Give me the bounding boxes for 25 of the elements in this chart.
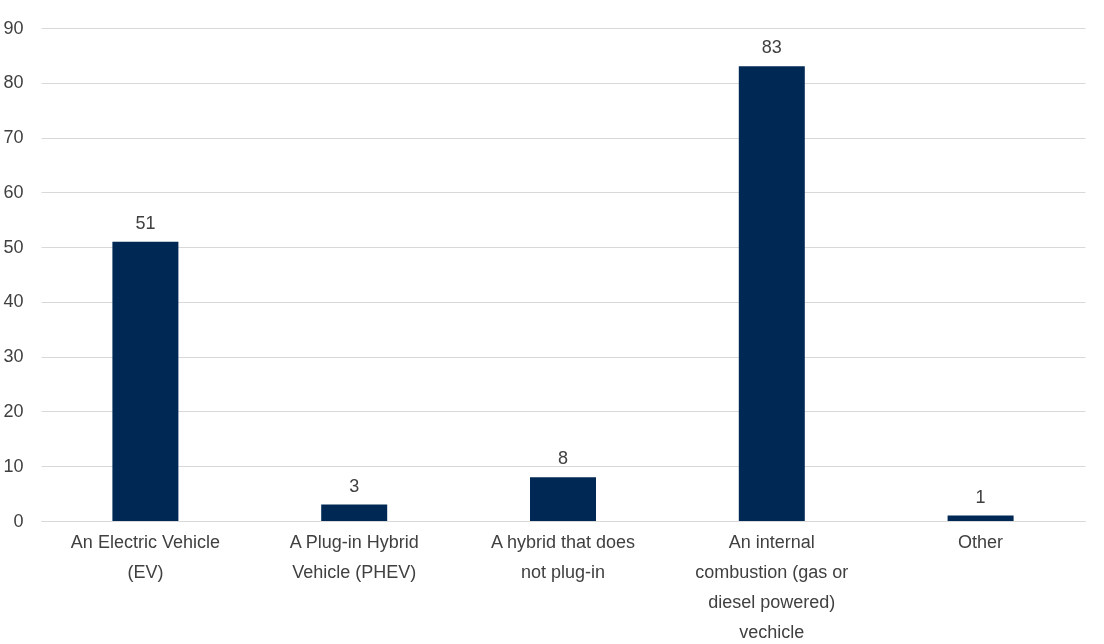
y-tick-label: 70: [3, 127, 24, 148]
y-tick-label: 20: [3, 400, 24, 421]
data-label: 8: [557, 448, 569, 469]
y-tick-label: 80: [3, 72, 24, 93]
data-label: 3: [349, 475, 360, 496]
y-tick-label: 40: [3, 291, 24, 312]
bar: [321, 504, 388, 521]
y-tick-label: 50: [3, 236, 24, 257]
data-label: 83: [761, 37, 782, 58]
x-tick-label: A Plug-in Hybrid Vehicle (PHEV): [289, 531, 419, 582]
bar: [947, 515, 1014, 521]
y-tick-label: 10: [3, 455, 24, 476]
data-label: 1: [975, 486, 986, 507]
y-tick-label: 0: [13, 510, 24, 531]
x-tick-label: An internal combustion (gas or diesel powered) vechicle: [695, 531, 849, 642]
x-tick-label: An Electric Vehicle (EV): [70, 531, 220, 582]
y-tick-label: 30: [3, 346, 24, 367]
y-tick-label: 60: [3, 181, 24, 202]
bar: [530, 477, 596, 521]
x-tick-label: Other: [958, 531, 1004, 552]
y-tick-label: 90: [3, 17, 24, 38]
data-label: 51: [135, 212, 156, 233]
x-tick-label: A hybrid that does not plug-in: [490, 531, 636, 582]
bar: [738, 66, 805, 521]
bar: [112, 241, 179, 521]
